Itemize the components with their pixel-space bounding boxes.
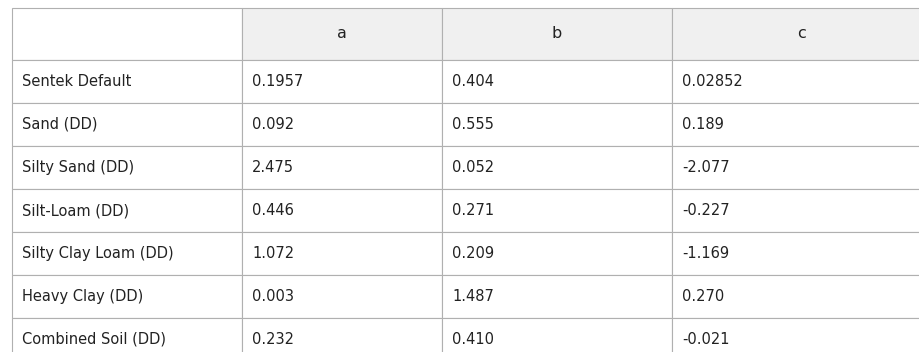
- Bar: [672, 103, 919, 146]
- Text: Sand (DD): Sand (DD): [22, 117, 97, 132]
- Bar: [442, 60, 672, 103]
- Text: Silt-Loam (DD): Silt-Loam (DD): [22, 203, 130, 218]
- Bar: [242, 146, 442, 189]
- Bar: [442, 8, 672, 60]
- Text: 0.232: 0.232: [252, 332, 294, 347]
- Text: -2.077: -2.077: [682, 160, 730, 175]
- Bar: [242, 275, 442, 318]
- Bar: [12, 103, 242, 146]
- Text: Heavy Clay (DD): Heavy Clay (DD): [22, 289, 143, 304]
- Text: Sentek Default: Sentek Default: [22, 74, 131, 89]
- Bar: [442, 189, 672, 232]
- Text: -0.021: -0.021: [682, 332, 730, 347]
- Text: 0.446: 0.446: [252, 203, 294, 218]
- Text: a: a: [337, 26, 347, 42]
- Bar: [672, 60, 919, 103]
- Text: 0.270: 0.270: [682, 289, 724, 304]
- Text: 1.487: 1.487: [452, 289, 494, 304]
- Text: 0.1957: 0.1957: [252, 74, 303, 89]
- Text: 2.475: 2.475: [252, 160, 294, 175]
- Bar: [12, 318, 242, 352]
- Text: 0.092: 0.092: [252, 117, 294, 132]
- Text: 0.271: 0.271: [452, 203, 494, 218]
- Text: Silty Clay Loam (DD): Silty Clay Loam (DD): [22, 246, 174, 261]
- Bar: [242, 103, 442, 146]
- Text: 0.02852: 0.02852: [682, 74, 743, 89]
- Bar: [442, 232, 672, 275]
- Text: 0.404: 0.404: [452, 74, 494, 89]
- Text: Combined Soil (DD): Combined Soil (DD): [22, 332, 166, 347]
- Bar: [442, 146, 672, 189]
- Bar: [672, 8, 919, 60]
- Text: 0.189: 0.189: [682, 117, 724, 132]
- Bar: [672, 146, 919, 189]
- Bar: [672, 189, 919, 232]
- Text: b: b: [552, 26, 562, 42]
- Bar: [12, 189, 242, 232]
- Text: 0.555: 0.555: [452, 117, 494, 132]
- Bar: [442, 103, 672, 146]
- Bar: [242, 318, 442, 352]
- Text: -0.227: -0.227: [682, 203, 730, 218]
- Text: 0.209: 0.209: [452, 246, 494, 261]
- Bar: [242, 60, 442, 103]
- Bar: [12, 8, 242, 60]
- Text: c: c: [797, 26, 806, 42]
- Bar: [242, 8, 442, 60]
- Bar: [242, 189, 442, 232]
- Bar: [442, 318, 672, 352]
- Text: Silty Sand (DD): Silty Sand (DD): [22, 160, 134, 175]
- Text: 0.003: 0.003: [252, 289, 294, 304]
- Bar: [12, 146, 242, 189]
- Text: 1.072: 1.072: [252, 246, 294, 261]
- Bar: [242, 232, 442, 275]
- Bar: [672, 318, 919, 352]
- Bar: [12, 60, 242, 103]
- Bar: [672, 275, 919, 318]
- Bar: [12, 232, 242, 275]
- Text: -1.169: -1.169: [682, 246, 729, 261]
- Text: 0.410: 0.410: [452, 332, 494, 347]
- Bar: [672, 232, 919, 275]
- Bar: [12, 275, 242, 318]
- Bar: [442, 275, 672, 318]
- Text: 0.052: 0.052: [452, 160, 494, 175]
